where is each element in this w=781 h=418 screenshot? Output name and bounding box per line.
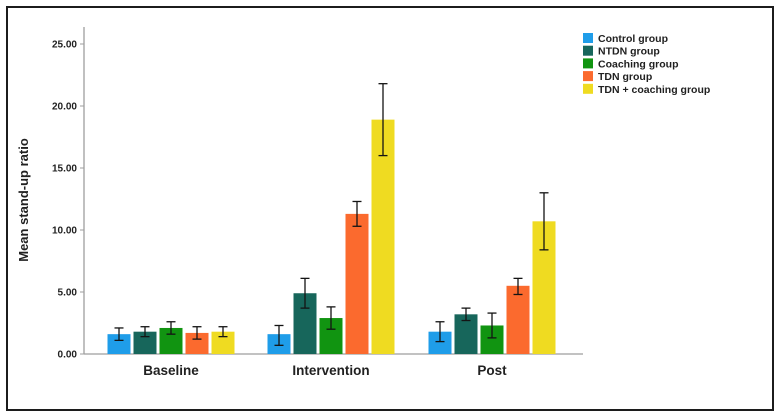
bar-baseline-series-4 bbox=[211, 331, 235, 354]
y-tick-label: 5.00 bbox=[58, 288, 78, 299]
legend-item-1: NTDN group bbox=[583, 45, 660, 58]
legend-label: Coaching group bbox=[598, 58, 679, 70]
legend-item-2: Coaching group bbox=[583, 58, 679, 70]
y-tick-label: 25.00 bbox=[52, 40, 77, 51]
y-tick-label: 0.00 bbox=[58, 350, 78, 361]
x-category-label: Post bbox=[477, 363, 507, 378]
bar-post-series-3 bbox=[506, 285, 530, 354]
y-tick-label: 15.00 bbox=[52, 164, 77, 175]
legend-item-0: Control group bbox=[583, 33, 668, 45]
bar-post-series-0 bbox=[428, 331, 452, 354]
legend-label: TDN group bbox=[598, 71, 652, 83]
bar-post-series-4 bbox=[532, 221, 556, 354]
bar-baseline-series-3 bbox=[185, 332, 209, 354]
bar-baseline-series-0 bbox=[107, 334, 131, 354]
legend-swatch-icon bbox=[583, 71, 593, 82]
legend-item-4: TDN + coaching group bbox=[583, 83, 710, 96]
y-tick-label: 20.00 bbox=[52, 102, 77, 113]
bar-intervention-series-1 bbox=[293, 293, 317, 354]
legend-item-3: TDN group bbox=[583, 71, 652, 83]
bar-intervention-series-3 bbox=[345, 213, 369, 354]
legend-label: TDN + coaching group bbox=[598, 84, 710, 96]
bar-baseline-series-2 bbox=[159, 327, 183, 354]
legend-swatch-icon bbox=[583, 83, 593, 94]
legend-swatch-icon bbox=[583, 58, 593, 69]
bar-intervention-series-4 bbox=[371, 119, 395, 354]
legend-label: NTDN group bbox=[598, 46, 660, 58]
y-axis-title: Mean stand-up ratio bbox=[16, 138, 31, 262]
bar-post-series-1 bbox=[454, 314, 478, 354]
bar-intervention-series-2 bbox=[319, 318, 343, 354]
y-tick-label: 10.00 bbox=[52, 226, 77, 237]
bar-post-series-2 bbox=[480, 325, 504, 354]
bar-baseline-series-1 bbox=[133, 331, 157, 354]
legend-label: Control group bbox=[598, 33, 668, 45]
legend-swatch-icon bbox=[583, 45, 593, 56]
x-category-label: Intervention bbox=[292, 363, 369, 378]
x-category-label: Baseline bbox=[143, 363, 199, 378]
legend-swatch-icon bbox=[583, 33, 593, 43]
